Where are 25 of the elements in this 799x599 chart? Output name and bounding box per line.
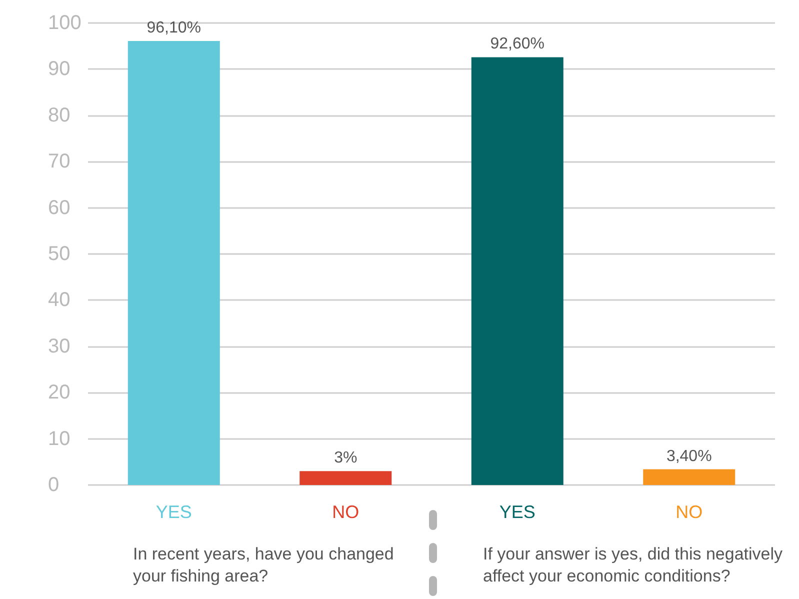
- x-tick-label: NO: [332, 502, 360, 522]
- data-label: 3,40%: [666, 448, 712, 465]
- y-tick-label: 40: [48, 289, 70, 312]
- y-tick-label: 50: [48, 243, 70, 265]
- bar: [643, 469, 736, 485]
- y-tick-label: 0: [48, 474, 60, 496]
- bar: [128, 41, 220, 485]
- text: In recent years, have you changed your fishing area?: [133, 544, 394, 586]
- x-tick-label: YES: [156, 502, 192, 522]
- y-tick-label: 10: [48, 428, 70, 450]
- y-tick-label: 60: [48, 196, 70, 219]
- y-tick-label: 70: [48, 150, 70, 173]
- y-tick-label: 90: [48, 58, 70, 80]
- data-label: 96,10%: [146, 20, 202, 37]
- bar: [300, 471, 392, 485]
- text: If your answer is yes, did this negatively affect your economic conditions?: [483, 544, 784, 586]
- y-tick-label: 30: [48, 335, 70, 358]
- y-tick-label: 20: [48, 382, 70, 404]
- y-tick-label: 80: [48, 104, 70, 126]
- y-tick-label: 100: [48, 12, 82, 34]
- x-tick-label: NO: [676, 502, 703, 522]
- data-label: 3%: [334, 450, 358, 467]
- bar: [471, 57, 564, 485]
- x-tick-label: YES: [499, 502, 536, 522]
- data-label: 92,60%: [490, 36, 545, 53]
